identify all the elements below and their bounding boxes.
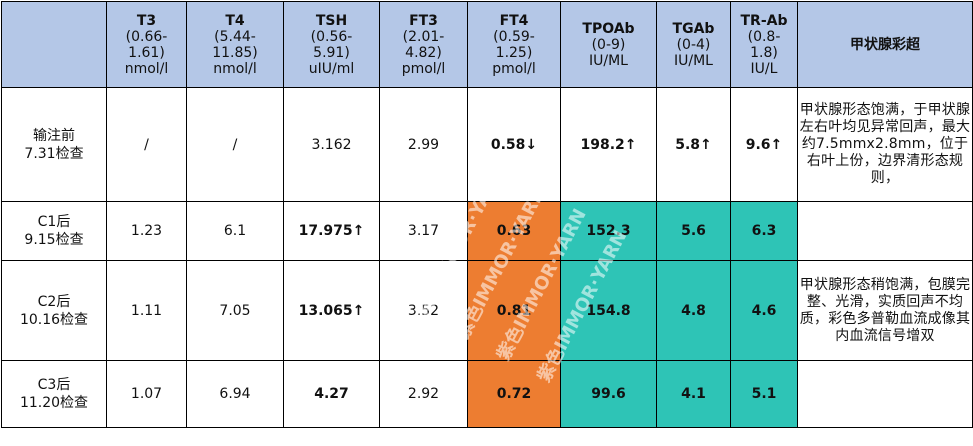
cell-ft4: 0.72 [467, 360, 561, 428]
header-unit: IU/ML [674, 52, 713, 69]
cell-tpoab: 154.8 [560, 260, 657, 361]
header-range: (0.8- 1.8) [747, 28, 781, 61]
row-label-line2: 11.20检查 [19, 395, 89, 411]
cell-tgab: 4.1 [656, 360, 731, 428]
cell-tsh: 3.162 [283, 87, 380, 202]
header-range: (0-4) [676, 36, 711, 53]
row-label-line1: C3后 [37, 377, 71, 393]
header-tsh: TSH (0.56- 5.91) uIU/ml [283, 1, 380, 88]
cell-ultrasound-note [797, 360, 973, 428]
table-row: C2后 10.16检查 1.11 7.05 13.065↑ 3.52 0.81 … [1, 260, 973, 361]
table-row: C3后 11.20检查 1.07 6.94 4.27 2.92 0.72 99.… [1, 360, 973, 428]
cell-ft3: 3.17 [379, 201, 468, 261]
cell-t4: / [186, 87, 284, 202]
header-unit: uIU/ml [308, 60, 355, 77]
header-name: T3 [136, 12, 157, 29]
header-range: (0.66- 1.61) [125, 28, 168, 61]
header-row: T3 (0.66- 1.61) nmol/l T4 (5.44- 11.85) nm… [1, 1, 973, 88]
thyroid-lab-table: T3 (0.66- 1.61) nmol/l T4 (5.44- 11.85) nm… [1, 1, 973, 428]
header-tgab: TGAb (0-4) IU/ML [656, 1, 731, 88]
cell-ft3: 2.92 [379, 360, 468, 428]
header-range: (0.56- 5.91) [310, 28, 353, 61]
row-label-line2: 7.31检查 [24, 145, 84, 162]
cell-t3: 1.11 [106, 260, 187, 361]
cell-ft4: 0.58↓ [467, 87, 561, 202]
header-range: (0.59- 1.25) [493, 28, 535, 61]
table-row: 输注前 7.31检查 / / 3.162 2.99 0.58↓ 198.2↑ 5… [1, 87, 973, 202]
cell-ultrasound-note: 甲状腺形态饱满，于甲状腺左右叶均见异常回声，最大约7.5mmx2.8mm，位于右… [797, 87, 973, 202]
cell-t3: 1.07 [106, 360, 187, 428]
cell-tgab: 5.6 [656, 201, 731, 261]
cell-trab: 5.1 [730, 360, 798, 428]
row-label: C1后 9.15检查 [1, 201, 107, 261]
cell-ultrasound-note: 甲状腺形态稍饱满，包膜完整、光滑，实质回声不均质，彩色多普勒血流成像其内血流信号… [797, 260, 973, 361]
cell-tgab: 5.8↑ [656, 87, 731, 202]
header-name: 甲状腺彩超 [850, 36, 920, 53]
header-trab: TR-Ab (0.8- 1.8) IU/L [730, 1, 798, 88]
row-label-line1: 输注前 [33, 127, 75, 144]
table-row: C1后 9.15检查 1.23 6.1 17.975↑ 3.17 0.63 15… [1, 201, 973, 261]
header-name: FT3 [409, 12, 438, 29]
header-range: (5.44- 11.85) [212, 28, 258, 61]
header-unit: pmol/l [401, 60, 446, 77]
row-label: C2后 10.16检查 [1, 260, 107, 361]
header-unit: nmol/l [213, 60, 257, 77]
header-range: (2.01- 4.82) [402, 28, 445, 61]
row-label-line1: C2后 [37, 293, 71, 310]
cell-ft4: 0.63 [467, 201, 561, 261]
cell-tsh: 4.27 [283, 360, 380, 428]
row-label: 输注前 7.31检查 [1, 87, 107, 202]
header-name: TR-Ab [740, 12, 788, 29]
header-name: TSH [315, 12, 348, 29]
cell-t4: 6.1 [186, 201, 284, 261]
cell-t4: 7.05 [186, 260, 284, 361]
header-ultrasound: 甲状腺彩超 [797, 1, 973, 88]
cell-ft3: 3.52 [379, 260, 468, 361]
cell-ft3: 2.99 [379, 87, 468, 202]
row-label: C3后 11.20检查 [1, 360, 107, 428]
header-ft3: FT3 (2.01- 4.82) pmol/l [379, 1, 468, 88]
header-name: TGAb [672, 20, 715, 37]
header-unit: IU/ML [589, 52, 628, 69]
cell-trab: 9.6↑ [730, 87, 798, 202]
header-unit: nmol/l [124, 60, 169, 77]
cell-tsh: 13.065↑ [283, 260, 380, 361]
cell-ultrasound-note [797, 201, 973, 261]
cell-tpoab: 152.3 [560, 201, 657, 261]
cell-trab: 4.6 [730, 260, 798, 361]
cell-tgab: 4.8 [656, 260, 731, 361]
header-unit: pmol/l [492, 60, 536, 77]
header-tpoab: TPOAb (0-9) IU/ML [560, 1, 657, 88]
header-t4: T4 (5.44- 11.85) nmol/l [186, 1, 284, 88]
cell-t3: / [106, 87, 187, 202]
cell-trab: 6.3 [730, 201, 798, 261]
cell-t3: 1.23 [106, 201, 187, 261]
header-ft4: FT4 (0.59- 1.25) pmol/l [467, 1, 561, 88]
row-label-line1: C1后 [37, 214, 71, 230]
header-range: (0-9) [591, 36, 626, 53]
cell-tpoab: 198.2↑ [560, 87, 657, 202]
header-t3: T3 (0.66- 1.61) nmol/l [106, 1, 187, 88]
row-label-line2: 9.15检查 [24, 232, 84, 248]
header-name: FT4 [499, 12, 529, 29]
row-label-line2: 10.16检查 [19, 311, 89, 328]
cell-tpoab: 99.6 [560, 360, 657, 428]
cell-ft4: 0.81 [467, 260, 561, 361]
cell-t4: 6.94 [186, 360, 284, 428]
cell-tsh: 17.975↑ [283, 201, 380, 261]
header-corner [1, 1, 107, 88]
header-name: TPOAb [582, 20, 635, 37]
header-unit: IU/L [750, 60, 778, 77]
header-name: T4 [225, 12, 245, 29]
